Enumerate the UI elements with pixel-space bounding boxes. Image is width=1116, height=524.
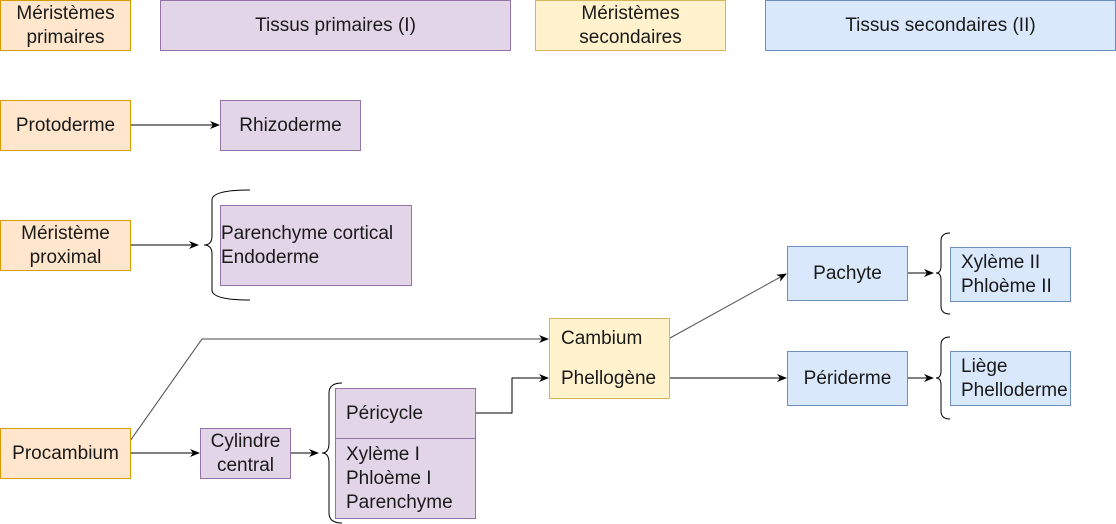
node-phelloderme-line: Phelloderme	[961, 379, 1068, 401]
node-cylindre-central[interactable]: Cylindre central	[200, 428, 291, 479]
brace-pericycle	[321, 382, 343, 524]
node-liege-phelloderme[interactable]: Liège Phelloderme	[950, 351, 1071, 406]
node-pericycle[interactable]: Péricycle	[335, 388, 476, 439]
node-phloeme-ii-line: Phloème II	[961, 275, 1052, 297]
node-meristeme-proximal[interactable]: Méristème proximal	[0, 220, 131, 271]
node-xyleme-phloeme-ii[interactable]: Xylème II Phloème II	[950, 247, 1071, 302]
node-cylindre-central-line2: central	[216, 454, 274, 476]
header-meristemes-secondaires-line1: Méristèmes	[581, 2, 680, 24]
node-parenchyme-endoderme[interactable]: Parenchyme cortical Endoderme	[220, 205, 412, 286]
header-tissus-primaires: Tissus primaires (I)	[160, 0, 511, 51]
node-xyleme-phloeme-parenchyme[interactable]: Xylème I Phloème I Parenchyme	[335, 438, 476, 519]
arrow-procambium-cambium	[129, 335, 549, 442]
node-rhizoderme[interactable]: Rhizoderme	[220, 100, 361, 151]
node-pericycle-label: Péricycle	[346, 402, 424, 424]
arrow-pericycle-phellogene	[476, 374, 549, 414]
node-phellogene-label: Phellogène	[561, 368, 657, 389]
node-parenchyme-line: Parenchyme	[346, 491, 453, 513]
header-meristemes-secondaires-line2: secondaires	[579, 26, 682, 48]
header-tissus-secondaires-label: Tissus secondaires (II)	[845, 14, 1036, 36]
node-cambium-phellogene[interactable]: Cambium Phellogène	[549, 318, 670, 399]
node-meristeme-proximal-line1: Méristème	[21, 222, 110, 244]
node-phloeme-i-line: Phloème I	[346, 467, 432, 489]
node-periderme-label: Périderme	[803, 367, 892, 389]
header-meristemes-primaires-line1: Méristèmes	[16, 2, 115, 24]
node-rhizoderme-label: Rhizoderme	[239, 114, 342, 136]
node-pachyte[interactable]: Pachyte	[787, 246, 908, 301]
brace-xyleme2	[935, 232, 951, 315]
node-pachyte-label: Pachyte	[813, 262, 882, 284]
node-meristeme-proximal-line2: proximal	[29, 246, 102, 268]
node-cambium-label: Cambium	[561, 328, 643, 349]
brace-liege	[935, 336, 951, 420]
header-meristemes-primaires: Méristèmes primaires	[0, 0, 131, 51]
node-xyleme-i-line: Xylème I	[346, 443, 420, 465]
header-meristemes-secondaires: Méristèmes secondaires	[535, 0, 726, 51]
node-periderme[interactable]: Périderme	[787, 351, 908, 406]
node-protoderme-label: Protoderme	[15, 114, 116, 136]
brace-parenchyme	[203, 189, 251, 301]
node-procambium-label: Procambium	[12, 442, 119, 464]
node-xyleme-ii-line: Xylème II	[961, 251, 1041, 273]
node-parenchyme-line: Parenchyme cortical	[221, 222, 394, 244]
node-protoderme[interactable]: Protoderme	[0, 100, 131, 151]
header-tissus-secondaires: Tissus secondaires (II)	[765, 0, 1116, 51]
node-procambium[interactable]: Procambium	[0, 428, 131, 479]
header-meristemes-primaires-line2: primaires	[26, 26, 105, 48]
node-cylindre-central-line1: Cylindre	[210, 430, 281, 452]
node-endoderme-line: Endoderme	[221, 246, 320, 268]
header-tissus-primaires-label: Tissus primaires (I)	[255, 14, 416, 36]
node-liege-line: Liège	[961, 355, 1008, 377]
arrow-cambium-pachyte	[669, 273, 787, 339]
